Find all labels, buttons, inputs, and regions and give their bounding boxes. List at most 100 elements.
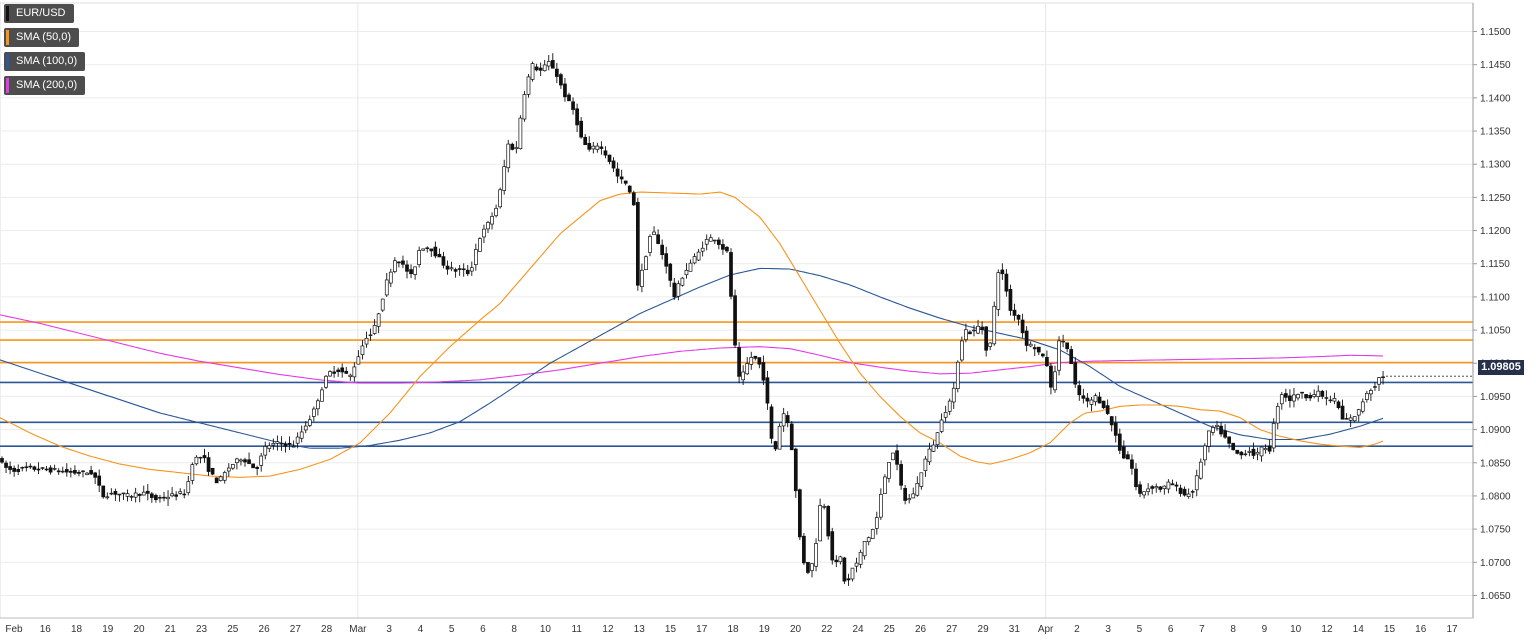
candle-bull (652, 231, 656, 236)
candle-bull (482, 228, 486, 238)
candle-bear (554, 68, 559, 77)
candle-bear (461, 268, 466, 271)
candle-bear (202, 455, 207, 459)
candle-bull (1146, 488, 1151, 492)
candle-bull (506, 143, 511, 169)
candle-bull (680, 277, 685, 286)
candle-bull (911, 493, 916, 499)
candle-bear (1024, 330, 1029, 346)
candle-bear (344, 370, 349, 374)
candle-bull (745, 363, 750, 375)
candle-bull (1364, 393, 1369, 400)
candle-bull (198, 456, 203, 459)
candle-bear (1320, 390, 1325, 397)
candle-bull (951, 387, 956, 403)
candle-bull (295, 436, 300, 444)
candle-bull (125, 493, 130, 497)
candlesticks (0, 53, 1473, 586)
candle-bull (915, 483, 920, 496)
candle-bull (178, 491, 183, 494)
candle-bull (862, 540, 867, 557)
candle-bear (1020, 319, 1025, 334)
candle-bull (312, 408, 316, 417)
x-tick-label: 6 (1168, 624, 1174, 635)
x-tick-label: 18 (71, 624, 83, 635)
candle-bear (672, 282, 677, 298)
candle-bull (170, 493, 174, 497)
candle-bear (77, 471, 81, 474)
candle-bear (1008, 289, 1013, 311)
candle-bull (931, 444, 936, 452)
candle-bull (1162, 485, 1167, 489)
x-tick-label: Feb (5, 624, 23, 635)
x-tick-label: 26 (259, 624, 271, 635)
candle-bull (1093, 395, 1098, 403)
x-tick-label: 20 (133, 624, 145, 635)
x-tick-label: 7 (1199, 624, 1205, 635)
candle-bear (802, 535, 806, 564)
y-tick-label: 1.1450 (1480, 60, 1511, 71)
candle-bear (1016, 314, 1021, 320)
x-tick-label: Mar (349, 624, 367, 635)
candle-bear (1032, 347, 1037, 350)
candle-bear (769, 406, 774, 439)
candle-bear (903, 488, 908, 501)
candle-bear (635, 202, 640, 286)
candle-bull (1352, 416, 1357, 422)
candle-bear (623, 180, 628, 184)
candle-bear (64, 469, 69, 473)
candle-bear (1130, 459, 1134, 469)
y-tick-label: 1.1500 (1480, 27, 1511, 38)
sma-200-line (0, 314, 1383, 384)
candle-bull (324, 375, 328, 388)
candle-bull (226, 467, 231, 472)
candle-bear (1340, 405, 1345, 420)
candle-bear (583, 136, 588, 146)
candle-bull (542, 64, 547, 72)
candle-bear (1113, 422, 1118, 436)
candle-bull (992, 305, 997, 345)
candle-bear (397, 261, 401, 264)
candle-bear (1085, 397, 1090, 402)
candle-bull (591, 145, 596, 150)
candle-bull (129, 496, 134, 498)
legend-item[interactable]: SMA (50,0) (4, 28, 80, 47)
candle-bear (773, 441, 778, 450)
candle-bull (352, 366, 357, 378)
candle-bear (1097, 396, 1102, 404)
legend-item[interactable]: EUR/USD (4, 4, 74, 23)
x-tick-label: 27 (946, 624, 958, 635)
x-tick-label: 25 (884, 624, 896, 635)
legend-item[interactable]: SMA (200,0) (4, 76, 86, 95)
candle-bull (502, 166, 507, 191)
x-tick-label: 31 (1009, 624, 1021, 635)
candle-bear (441, 256, 446, 266)
legend-item[interactable]: SMA (100,0) (4, 52, 86, 71)
candle-bull (955, 361, 960, 390)
candle-bear (1069, 349, 1074, 365)
candle-bull (526, 76, 531, 95)
x-tick-label: 10 (540, 624, 552, 635)
candle-bear (405, 264, 409, 272)
candle-bull (935, 432, 940, 445)
candle-bear (425, 247, 430, 249)
candle-bear (559, 74, 563, 86)
candle-bear (206, 457, 211, 472)
candle-bull (190, 464, 195, 481)
candle-bull (239, 459, 243, 462)
x-tick-label: 12 (602, 624, 614, 635)
candle-bull (700, 247, 705, 252)
candle-bull (109, 492, 114, 495)
candle-bull (449, 267, 454, 270)
candle-bull (1243, 453, 1248, 456)
candle-bull (388, 271, 393, 284)
legend-label: SMA (50,0) (16, 31, 72, 43)
candle-bear (737, 347, 741, 377)
candle-bull (20, 466, 25, 469)
candle-bear (1251, 448, 1256, 456)
candle-bear (1170, 483, 1175, 486)
candle-bull (1271, 423, 1276, 449)
candle-bull (1259, 446, 1264, 457)
x-tick-label: 16 (40, 624, 52, 635)
